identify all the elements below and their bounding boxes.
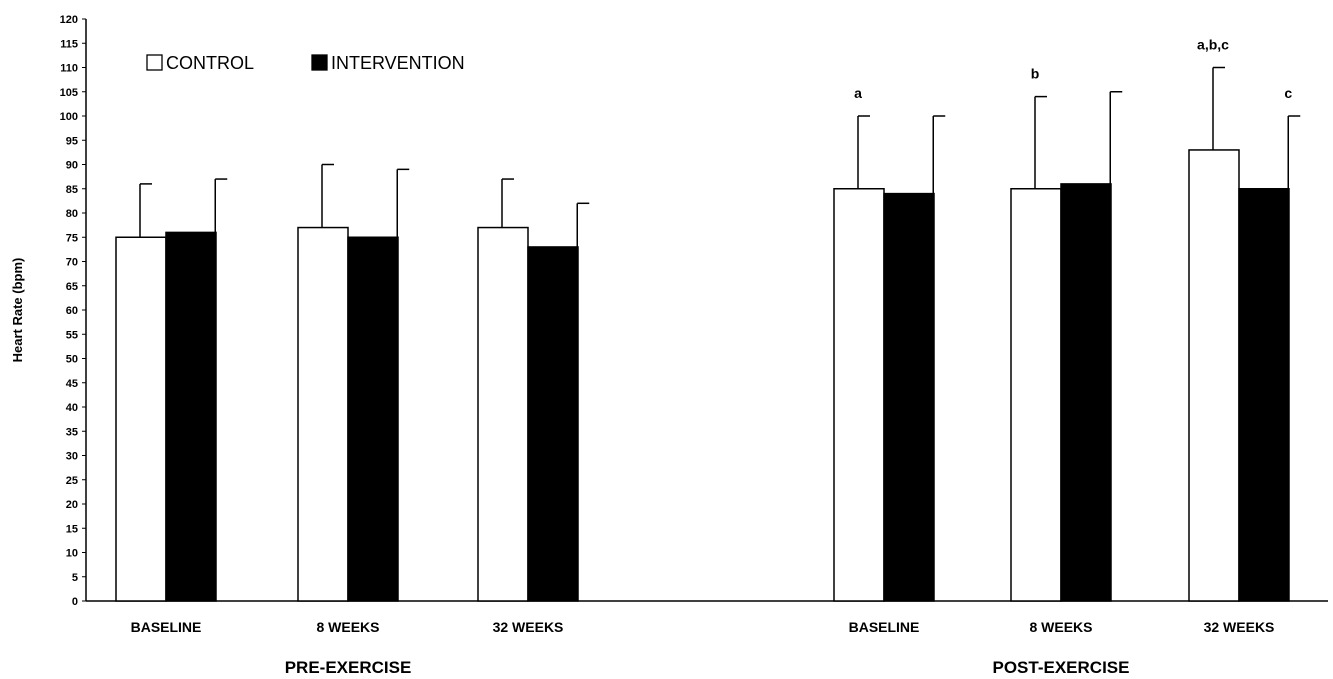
bar [1060, 183, 1112, 602]
y-tick-label: 50 [66, 354, 78, 366]
significance-annotation: c [1284, 85, 1292, 101]
category-label: BASELINE [131, 619, 202, 635]
bar [1010, 188, 1062, 602]
legend-swatch [311, 54, 328, 71]
category-labels: BASELINE 8 WEEKS 32 WEEKS BASELINE 8 WEEKS 32… [131, 619, 1275, 635]
significance-annotation: b [1031, 66, 1040, 82]
category-label: 8 WEEKS [1029, 619, 1092, 635]
bar [883, 192, 935, 602]
significance-annotation: a,b,c [1197, 37, 1229, 53]
significance-annotation: a [854, 85, 862, 101]
y-tick-label: 80 [66, 208, 78, 220]
bar [527, 246, 579, 602]
y-tick-label: 100 [60, 111, 78, 123]
y-tick-label: 0 [72, 596, 78, 608]
y-axis-title: Heart Rate (bpm) [10, 258, 25, 363]
bar [347, 236, 399, 602]
legend-swatch [146, 54, 163, 71]
y-tick-label: 60 [66, 305, 78, 317]
y-tick-label: 35 [66, 426, 78, 438]
y-tick-label: 40 [66, 402, 78, 414]
y-tick-label: 10 [66, 548, 78, 560]
legend-label: INTERVENTION [331, 53, 465, 73]
y-tick-label: 75 [66, 232, 78, 244]
bar [1238, 188, 1290, 602]
y-tick-label: 5 [72, 572, 78, 584]
y-tick-label: 70 [66, 257, 78, 269]
y-ticks: 0 5 10 15 20 25 30 35 40 45 50 55 60 65 70 75 80 85 90 95 10… [60, 14, 86, 608]
legend: CONTROL INTERVENTION [146, 53, 465, 73]
y-tick-label: 95 [66, 135, 78, 147]
bar [1188, 149, 1240, 602]
y-tick-label: 20 [66, 499, 78, 511]
category-label: 8 WEEKS [316, 619, 379, 635]
bar [833, 188, 885, 602]
bar [297, 226, 349, 602]
group-label: POST-EXERCISE [993, 658, 1130, 677]
bar [115, 236, 167, 602]
y-tick-label: 120 [60, 14, 78, 26]
y-tick-label: 15 [66, 523, 78, 535]
group-labels: PRE-EXERCISE POST-EXERCISE [285, 658, 1130, 677]
y-tick-label: 110 [60, 63, 78, 75]
category-label: 32 WEEKS [1204, 619, 1275, 635]
y-tick-label: 25 [66, 475, 78, 487]
y-tick-label: 105 [60, 87, 78, 99]
category-label: 32 WEEKS [493, 619, 564, 635]
group-label: PRE-EXERCISE [285, 658, 412, 677]
y-tick-label: 45 [66, 378, 78, 390]
y-tick-label: 115 [60, 38, 78, 50]
bar [165, 231, 217, 602]
bar [477, 226, 529, 602]
y-tick-label: 65 [66, 281, 78, 293]
category-label: BASELINE [849, 619, 920, 635]
y-tick-label: 90 [66, 160, 78, 172]
y-tick-label: 55 [66, 329, 78, 341]
y-tick-label: 85 [66, 184, 78, 196]
legend-label: CONTROL [166, 53, 254, 73]
y-tick-label: 30 [66, 451, 78, 463]
bars: a b a,b,c c [115, 37, 1301, 602]
